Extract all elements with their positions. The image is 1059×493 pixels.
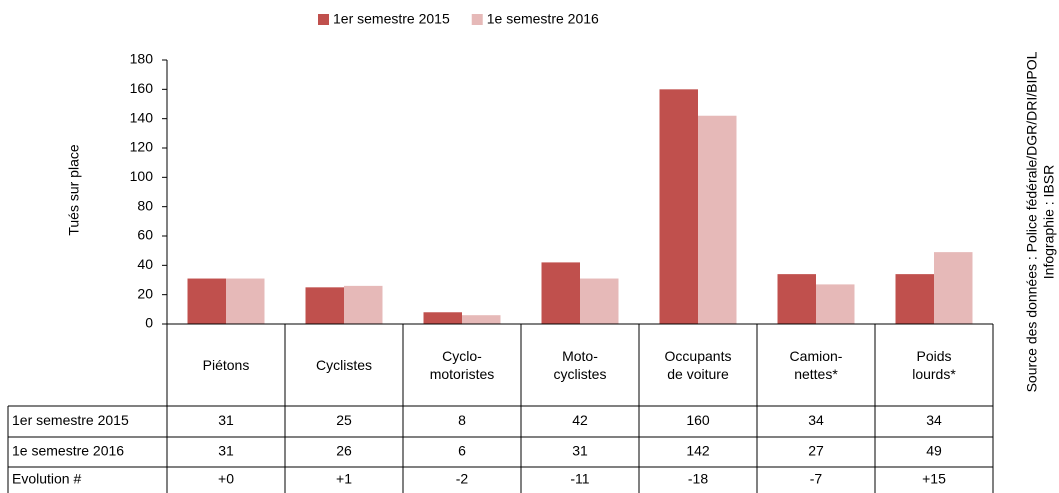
table-cell: 25 xyxy=(336,412,352,428)
table-cell: +15 xyxy=(922,471,946,487)
y-tick-label: 0 xyxy=(145,315,153,331)
table-cell: 42 xyxy=(572,412,588,428)
bar xyxy=(187,278,226,324)
table-cell: 27 xyxy=(808,443,824,459)
category-label: Piétons xyxy=(202,357,250,373)
table-cell: 31 xyxy=(218,412,234,428)
table-cell: +1 xyxy=(336,471,352,487)
bar xyxy=(659,89,698,324)
table-cell: 26 xyxy=(336,443,352,459)
bar xyxy=(895,274,934,324)
legend-swatch xyxy=(471,14,483,25)
y-tick-label: 20 xyxy=(137,285,153,301)
category-label: Occupants de voiture xyxy=(664,348,732,382)
bar xyxy=(934,252,973,324)
table-cell: 160 xyxy=(686,412,710,428)
table-cell: 31 xyxy=(572,443,588,459)
table-cell: +0 xyxy=(218,471,234,487)
category-label: Moto- cyclistes xyxy=(553,348,607,382)
table-cell: -18 xyxy=(688,471,708,487)
y-tick-label: 160 xyxy=(130,80,154,96)
credit-note: Infographie : IBSR xyxy=(1041,165,1057,279)
bar xyxy=(698,115,737,324)
bar xyxy=(462,315,501,324)
bar xyxy=(777,274,816,324)
table-cell: 31 xyxy=(218,443,234,459)
category-label: Poids lourds* xyxy=(912,348,956,382)
row-header: 1er semestre 2015 xyxy=(12,412,129,428)
table-cell: 142 xyxy=(686,443,710,459)
category-label: Camion- nettes* xyxy=(789,348,843,382)
table-cell: 34 xyxy=(926,412,942,428)
table-cell: 8 xyxy=(458,412,466,428)
legend-label: 1e semestre 2016 xyxy=(487,11,599,27)
bar xyxy=(344,285,383,324)
y-tick-label: 180 xyxy=(130,51,154,67)
category-label: Cyclistes xyxy=(315,357,372,373)
y-tick-label: 120 xyxy=(130,139,154,155)
bar xyxy=(580,278,619,324)
bar xyxy=(423,312,462,324)
bar xyxy=(816,284,855,324)
table-cell: 34 xyxy=(808,412,824,428)
table-cell: -2 xyxy=(456,471,469,487)
y-tick-label: 100 xyxy=(130,168,154,184)
legend-label: 1er semestre 2015 xyxy=(333,11,450,27)
y-axis-label: Tués sur place xyxy=(66,144,82,236)
y-tick-label: 60 xyxy=(137,227,153,243)
category-label: Cyclo- motoristes xyxy=(429,348,495,382)
table-cell: 49 xyxy=(926,443,942,459)
bar xyxy=(226,278,265,324)
table-cell: -7 xyxy=(810,471,823,487)
source-note: Source des données : Police fédérale/DGR… xyxy=(1024,51,1040,392)
bar xyxy=(541,262,580,324)
table-cell: 6 xyxy=(458,443,466,459)
row-header: Evolution # xyxy=(12,471,81,487)
y-tick-label: 80 xyxy=(137,197,153,213)
bar xyxy=(305,287,344,324)
table-cell: -11 xyxy=(570,471,589,487)
legend-swatch xyxy=(318,14,329,25)
y-tick-label: 40 xyxy=(137,256,153,272)
y-tick-label: 140 xyxy=(130,109,154,125)
row-header: 1e semestre 2016 xyxy=(12,443,124,459)
